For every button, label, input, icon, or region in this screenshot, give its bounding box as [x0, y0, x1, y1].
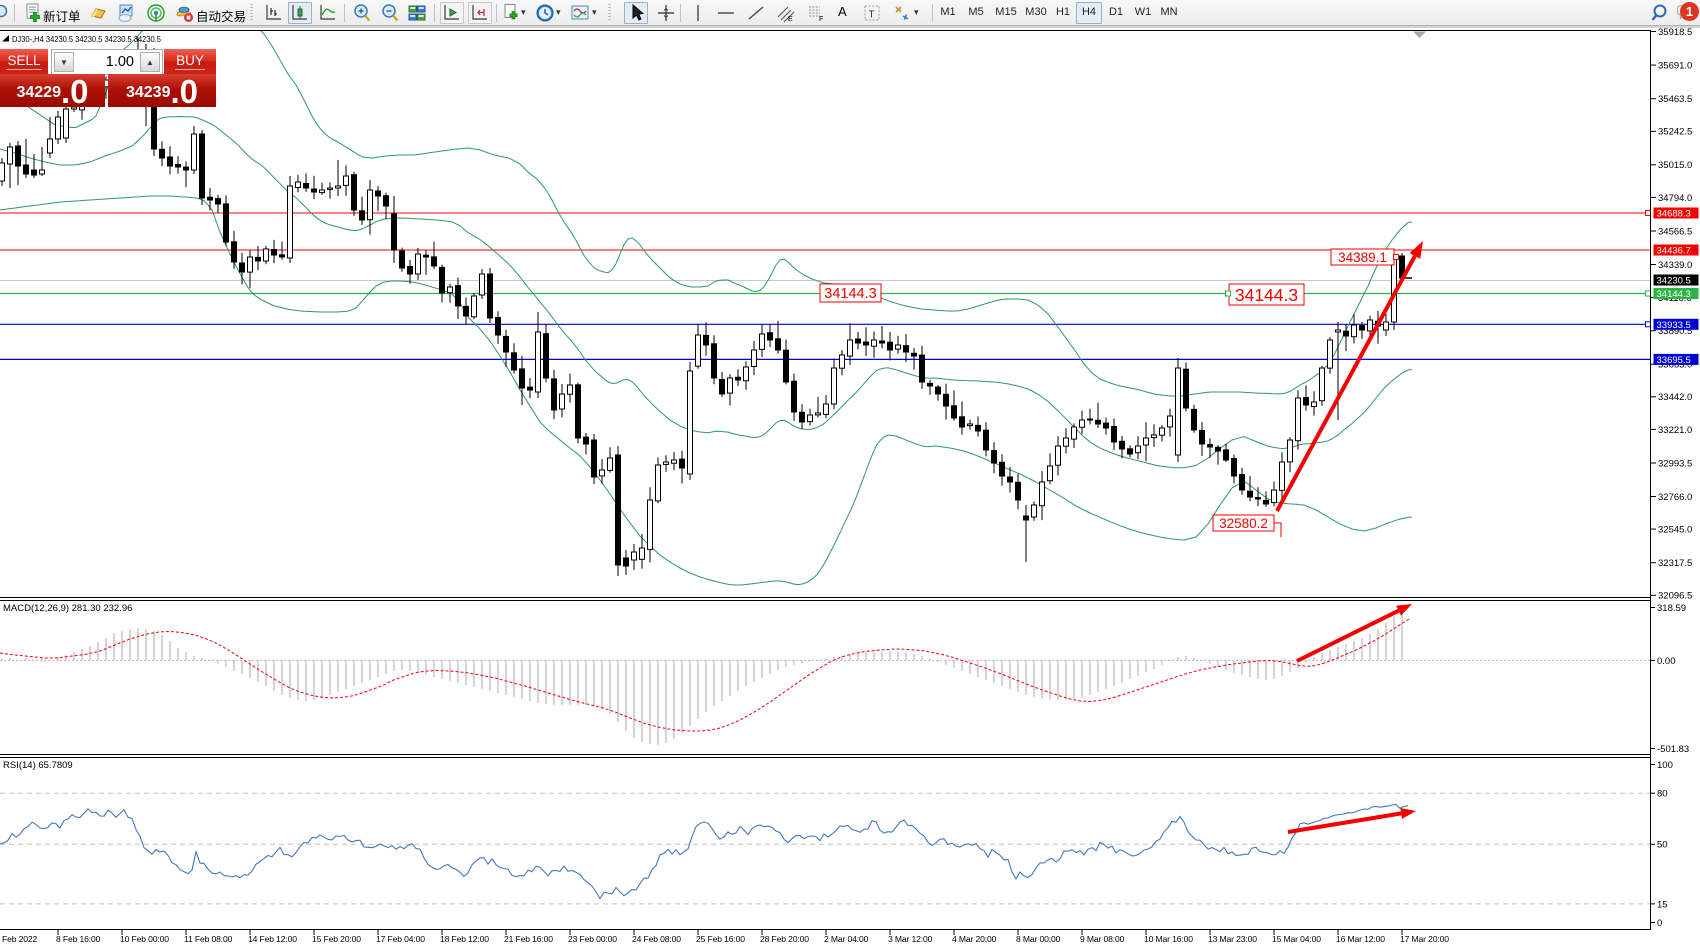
- svg-text:35463.5: 35463.5: [1658, 94, 1692, 105]
- svg-text:23 Feb 00:00: 23 Feb 00:00: [568, 934, 617, 944]
- svg-text:3 Mar 12:00: 3 Mar 12:00: [888, 934, 933, 944]
- svg-text:32096.5: 32096.5: [1658, 591, 1692, 602]
- svg-text:35015.0: 35015.0: [1658, 160, 1692, 171]
- svg-text:24 Feb 08:00: 24 Feb 08:00: [632, 934, 681, 944]
- svg-text:32545.0: 32545.0: [1658, 525, 1692, 536]
- svg-text:35691.0: 35691.0: [1658, 61, 1692, 72]
- svg-text:16 Mar 12:00: 16 Mar 12:00: [1336, 934, 1385, 944]
- svg-text:4 Mar 20:00: 4 Mar 20:00: [952, 934, 997, 944]
- svg-text:8 Mar 00:00: 8 Mar 00:00: [1016, 934, 1061, 944]
- svg-text:33442.0: 33442.0: [1658, 392, 1692, 403]
- svg-text:15 Mar 04:00: 15 Mar 04:00: [1272, 934, 1321, 944]
- svg-text:10 Feb 00:00: 10 Feb 00:00: [120, 934, 169, 944]
- svg-text:0: 0: [1657, 918, 1662, 929]
- svg-text:34566.5: 34566.5: [1658, 226, 1692, 237]
- svg-text:32580.2: 32580.2: [1219, 516, 1268, 531]
- svg-text:8 Feb 16:00: 8 Feb 16:00: [56, 934, 101, 944]
- svg-text:33221.0: 33221.0: [1658, 425, 1692, 436]
- svg-text:13 Mar 23:00: 13 Mar 23:00: [1208, 934, 1257, 944]
- svg-text:21 Feb 16:00: 21 Feb 16:00: [504, 934, 553, 944]
- svg-text:34144.3: 34144.3: [1235, 285, 1298, 305]
- svg-text:11 Feb 08:00: 11 Feb 08:00: [184, 934, 233, 944]
- svg-text:Feb 2022: Feb 2022: [2, 934, 37, 944]
- svg-text:18 Feb 12:00: 18 Feb 12:00: [440, 934, 489, 944]
- svg-text:0.00: 0.00: [1657, 656, 1676, 667]
- svg-text:33695.5: 33695.5: [1657, 355, 1691, 366]
- svg-text:34144.3: 34144.3: [824, 286, 876, 302]
- svg-text:F: F: [819, 16, 823, 23]
- svg-text:RSI(14) 65.7809: RSI(14) 65.7809: [3, 760, 73, 771]
- svg-text:34794.0: 34794.0: [1658, 193, 1692, 204]
- svg-text:9 Mar 08:00: 9 Mar 08:00: [1080, 934, 1125, 944]
- svg-text:MACD(12,26,9) 281.30 232.96: MACD(12,26,9) 281.30 232.96: [3, 603, 132, 614]
- svg-text:33933.5: 33933.5: [1657, 320, 1691, 331]
- svg-text:28 Feb 20:00: 28 Feb 20:00: [760, 934, 809, 944]
- svg-text:17 Mar 20:00: 17 Mar 20:00: [1400, 934, 1449, 944]
- svg-text:34688.3: 34688.3: [1657, 209, 1691, 220]
- svg-text:17 Feb 04:00: 17 Feb 04:00: [376, 934, 425, 944]
- svg-text:34389.1: 34389.1: [1338, 250, 1387, 265]
- svg-text:T: T: [869, 10, 875, 21]
- svg-text:50: 50: [1657, 840, 1668, 851]
- svg-text:25 Feb 16:00: 25 Feb 16:00: [696, 934, 745, 944]
- svg-text:E: E: [788, 16, 793, 23]
- svg-text:35242.5: 35242.5: [1658, 127, 1692, 138]
- svg-text:14 Feb 12:00: 14 Feb 12:00: [248, 934, 297, 944]
- svg-text:33890.5: 33890.5: [1658, 326, 1692, 337]
- svg-text:34339.0: 34339.0: [1658, 260, 1692, 271]
- svg-text:34436.7: 34436.7: [1657, 246, 1691, 257]
- svg-text:80: 80: [1657, 789, 1668, 800]
- svg-text:15 Feb 20:00: 15 Feb 20:00: [312, 934, 361, 944]
- svg-text:2 Mar 04:00: 2 Mar 04:00: [824, 934, 869, 944]
- svg-text:34230.5: 34230.5: [1657, 276, 1691, 287]
- svg-text:15: 15: [1657, 899, 1668, 910]
- svg-text:DJ30-,H4 34230.5 34230.5 3423: DJ30-,H4 34230.5 34230.5 34230.5 34230.5: [12, 34, 161, 44]
- svg-text:32993.5: 32993.5: [1658, 458, 1692, 469]
- svg-text:10 Mar 16:00: 10 Mar 16:00: [1144, 934, 1193, 944]
- svg-text:32766.0: 32766.0: [1658, 492, 1692, 503]
- svg-text:34144.3: 34144.3: [1657, 289, 1691, 300]
- svg-text:33663.0: 33663.0: [1658, 360, 1692, 371]
- svg-text:318.59: 318.59: [1657, 603, 1686, 614]
- svg-text:32317.5: 32317.5: [1658, 558, 1692, 569]
- svg-text:-501.83: -501.83: [1657, 744, 1689, 755]
- svg-text:100: 100: [1657, 760, 1673, 771]
- svg-text:35918.5: 35918.5: [1658, 27, 1692, 38]
